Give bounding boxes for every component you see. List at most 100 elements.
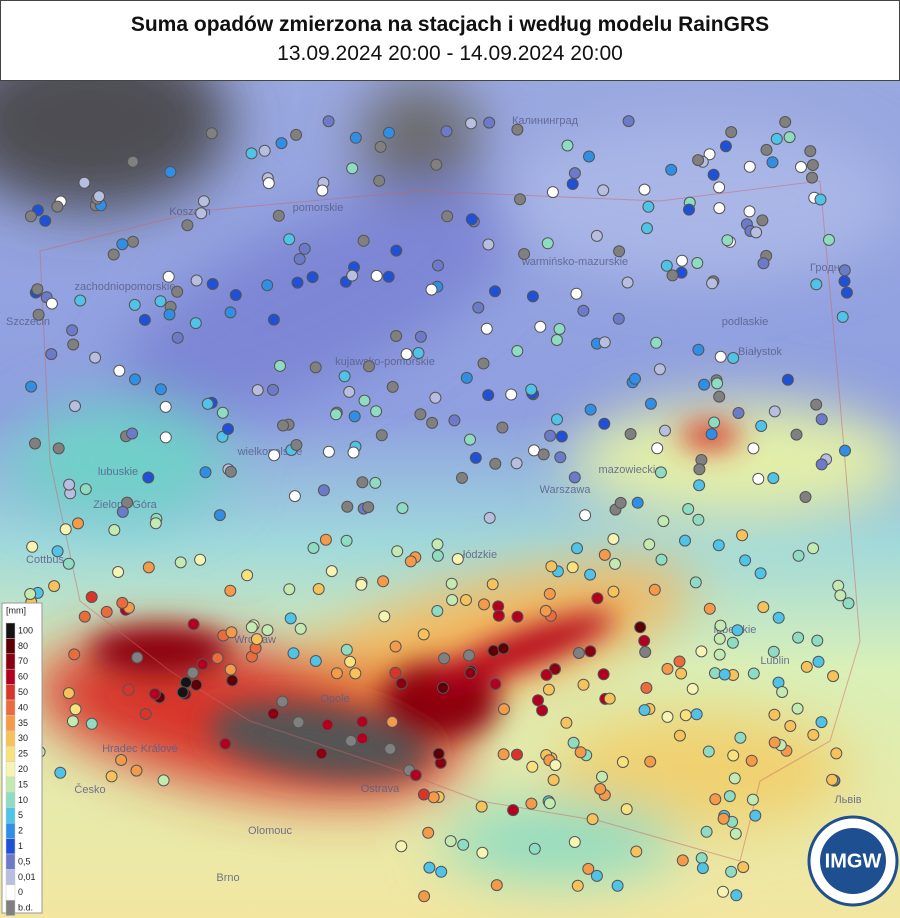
station	[806, 159, 819, 171]
station	[429, 391, 442, 404]
station	[743, 160, 756, 173]
station	[460, 371, 473, 384]
station	[584, 403, 597, 416]
station	[330, 408, 342, 421]
station	[725, 865, 738, 878]
station	[206, 278, 219, 290]
station	[226, 674, 239, 687]
station	[309, 361, 322, 374]
station	[251, 384, 264, 397]
station	[395, 677, 408, 690]
station	[349, 667, 362, 680]
station	[537, 448, 550, 461]
station	[525, 383, 538, 396]
station	[330, 667, 343, 680]
legend-swatch	[5, 699, 16, 716]
station	[275, 137, 288, 150]
legend-swatch	[5, 668, 16, 685]
station	[706, 277, 719, 290]
station	[142, 561, 155, 574]
station	[815, 716, 828, 729]
station	[729, 827, 742, 840]
station	[781, 373, 794, 386]
station	[51, 200, 64, 213]
station	[74, 294, 87, 307]
station	[45, 348, 58, 361]
station	[482, 238, 495, 251]
station	[356, 476, 369, 489]
legend-label: 100	[18, 625, 33, 635]
station	[475, 800, 488, 813]
header: Suma opadów zmierzona na stacjach i wedł…	[0, 0, 900, 81]
station	[532, 694, 544, 707]
station	[536, 704, 549, 717]
station	[157, 774, 170, 787]
station	[607, 585, 620, 598]
station	[486, 578, 499, 591]
station	[679, 534, 691, 547]
station	[369, 476, 382, 489]
station	[469, 451, 482, 464]
station	[463, 649, 475, 662]
station	[541, 237, 554, 250]
station	[842, 597, 855, 610]
legend-label: 5	[18, 810, 23, 820]
station	[489, 285, 501, 298]
station	[482, 389, 495, 402]
station	[186, 666, 199, 679]
station	[661, 662, 674, 675]
station	[640, 681, 653, 694]
legend-label: 2	[18, 826, 23, 836]
station	[476, 846, 489, 859]
station	[644, 397, 657, 410]
station	[370, 405, 383, 418]
station	[66, 715, 79, 728]
place-label: Białystok	[738, 346, 783, 358]
station	[32, 308, 45, 321]
place-label: zachodniopomorskie	[75, 281, 176, 293]
station	[737, 861, 750, 874]
station	[597, 668, 610, 681]
station	[746, 793, 759, 806]
station	[752, 472, 765, 485]
station	[322, 115, 335, 128]
legend-label: 80	[18, 641, 28, 651]
station	[149, 517, 162, 530]
legend-swatch	[5, 838, 16, 855]
station	[624, 428, 637, 440]
station	[709, 793, 722, 806]
station	[815, 458, 828, 471]
station	[689, 576, 702, 589]
station	[755, 420, 768, 432]
legend-swatch	[5, 807, 16, 824]
station	[567, 736, 580, 749]
legend-swatch	[5, 622, 16, 639]
station	[26, 540, 39, 553]
station	[545, 560, 558, 573]
station	[607, 533, 620, 545]
station	[85, 591, 98, 603]
station	[757, 601, 770, 614]
station	[199, 466, 212, 479]
station	[194, 553, 207, 566]
station	[451, 553, 464, 565]
station	[834, 589, 847, 602]
station	[726, 636, 739, 649]
station	[293, 253, 306, 265]
station	[130, 764, 143, 777]
station	[776, 686, 789, 698]
station	[54, 766, 67, 779]
station	[67, 338, 80, 351]
station	[676, 854, 689, 867]
station	[723, 790, 736, 803]
station	[543, 797, 556, 810]
station	[620, 803, 633, 816]
station	[85, 717, 98, 730]
station	[478, 598, 490, 611]
station	[700, 825, 713, 838]
station	[341, 500, 354, 513]
station	[518, 248, 531, 260]
station	[661, 710, 674, 723]
station	[690, 708, 703, 721]
station	[116, 238, 129, 251]
